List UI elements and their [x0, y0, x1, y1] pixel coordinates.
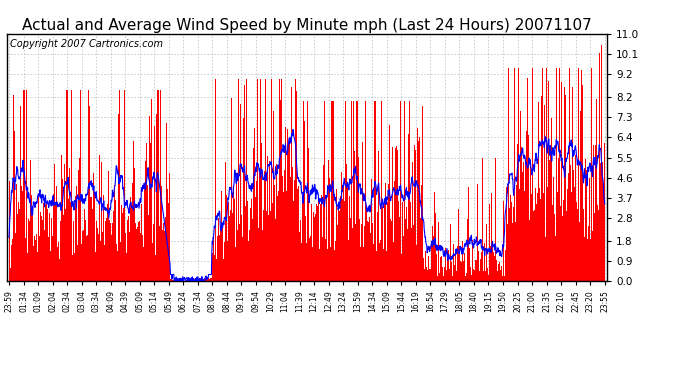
Text: Copyright 2007 Cartronics.com: Copyright 2007 Cartronics.com	[10, 39, 163, 49]
Title: Actual and Average Wind Speed by Minute mph (Last 24 Hours) 20071107: Actual and Average Wind Speed by Minute …	[22, 18, 592, 33]
